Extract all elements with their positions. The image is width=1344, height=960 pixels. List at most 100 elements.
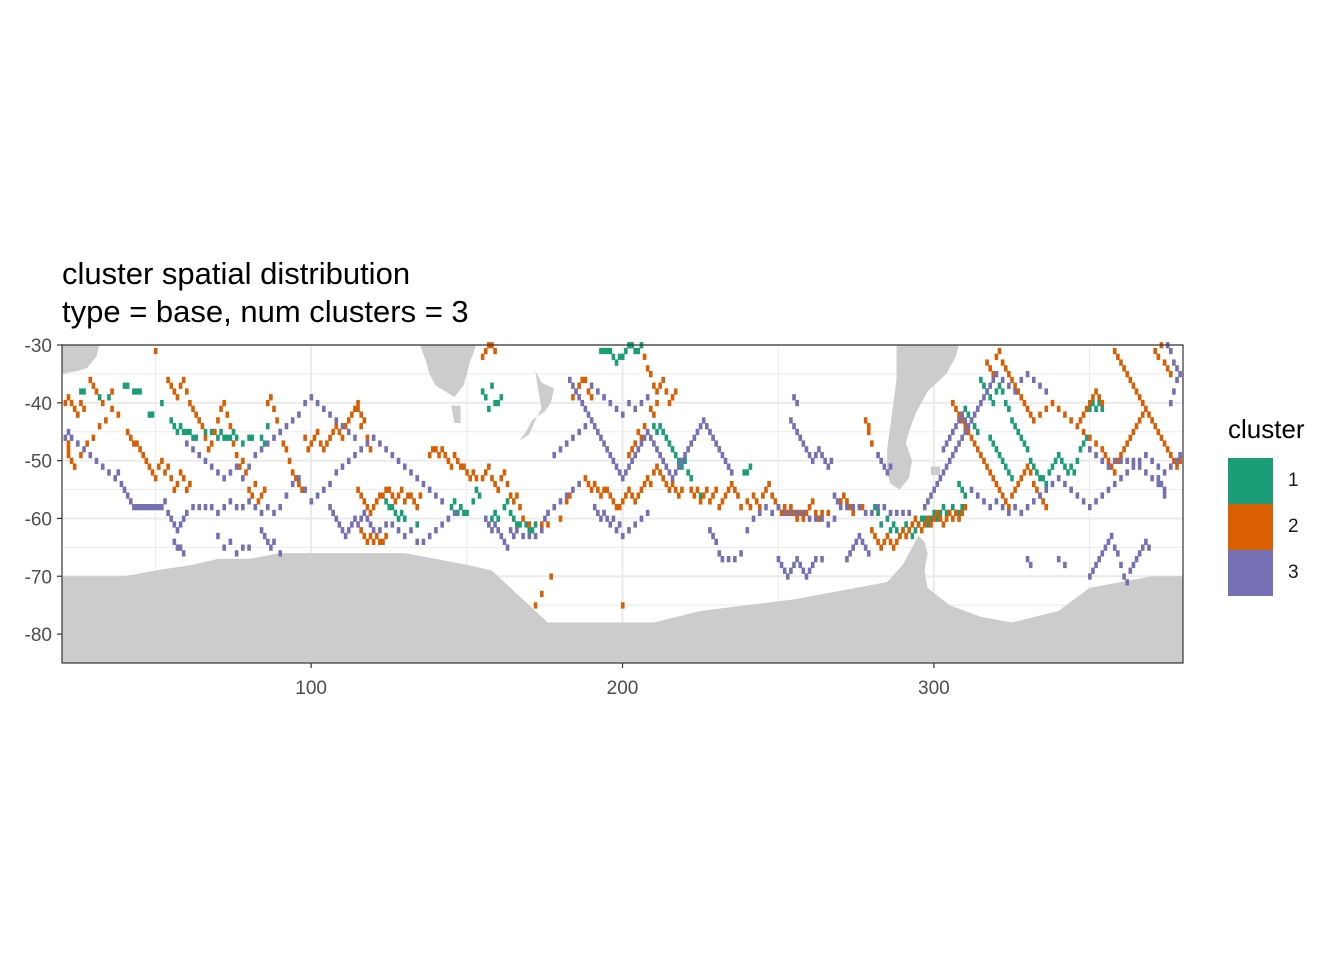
cluster-2-cell	[465, 469, 469, 476]
cluster-1-cell	[490, 515, 494, 522]
cluster-3-cell	[100, 463, 105, 470]
cluster-2-cell	[608, 492, 613, 499]
cluster-1-cell	[530, 527, 535, 534]
cluster-1-cell	[462, 509, 466, 517]
cluster-2-cell	[589, 486, 594, 493]
cluster-2-cell	[110, 405, 114, 412]
cluster-2-cell	[988, 469, 992, 476]
cluster-2-cell	[91, 434, 96, 441]
cluster-1-cell	[402, 515, 407, 522]
axes: 100 200 300 -30 -40 -50 -60 -70 -80	[25, 336, 950, 699]
cluster-1-cell	[1097, 399, 1101, 407]
cluster-1-cell	[935, 515, 940, 522]
cluster-3-cell	[823, 457, 827, 465]
cluster-2-cell	[66, 446, 71, 453]
cluster-3-cell	[807, 451, 812, 459]
cluster-1-cell	[988, 434, 992, 441]
cluster-1-cell	[894, 527, 899, 534]
cluster-2-cell	[851, 509, 855, 517]
cluster-2-cell	[378, 492, 382, 499]
cluster-3-cell	[757, 509, 762, 517]
cluster-1-cell	[524, 521, 529, 528]
cluster-2-cell	[1035, 486, 1039, 493]
cluster-2-cell	[891, 544, 896, 551]
cluster-1-cell	[1088, 405, 1092, 412]
cluster-3-cell	[795, 556, 799, 563]
cluster-2-cell	[957, 411, 961, 418]
cluster-2-cell	[374, 532, 379, 540]
cluster-3-cell	[499, 532, 504, 540]
cluster-2-cell	[1168, 371, 1173, 378]
cluster-3-cell	[1028, 561, 1033, 569]
cluster-3-cell	[857, 504, 862, 511]
cluster-1-cell	[602, 347, 606, 355]
y-tick-label: -60	[25, 509, 52, 530]
cluster-3-cell	[191, 446, 195, 453]
cluster-3-cell	[511, 532, 516, 540]
cluster-2-cell	[297, 480, 301, 488]
cluster-3-cell	[396, 457, 401, 465]
cluster-3-cell	[356, 521, 360, 528]
cluster-3-cell	[172, 521, 177, 528]
cluster-3-cell	[278, 504, 283, 511]
cluster-2-cell	[639, 434, 644, 441]
cluster-2-cell	[200, 423, 205, 430]
cluster-3-cell	[178, 521, 183, 528]
cluster-3-cell	[951, 428, 955, 436]
cluster-2-cell	[1153, 347, 1158, 355]
cluster-2-cell	[757, 504, 762, 511]
cluster-3-cell	[951, 451, 955, 459]
cluster-2-cell	[331, 428, 335, 436]
cluster-1-cell	[184, 428, 189, 436]
cluster-1-cell	[533, 521, 538, 528]
cluster-1-cell	[617, 353, 622, 360]
cluster-1-cell	[502, 504, 507, 511]
cluster-2-cell	[374, 498, 379, 505]
cluster-3-cell	[577, 428, 581, 436]
cluster-3-cell	[589, 382, 594, 389]
cluster-3-cell	[586, 411, 591, 418]
cluster-1-cell	[1072, 469, 1077, 476]
cluster-3-cell	[608, 521, 613, 528]
cluster-3-cell	[1168, 347, 1173, 355]
cluster-3-cell	[652, 440, 656, 447]
cluster-3-cell	[848, 550, 852, 557]
cluster-2-cell	[365, 538, 370, 545]
cluster-2-cell	[97, 423, 102, 430]
cluster-3-cell	[994, 498, 999, 505]
cluster-1-cell	[125, 382, 130, 389]
cluster-2-cell	[614, 504, 619, 511]
cluster-3-cell	[636, 446, 641, 453]
cluster-1-cell	[975, 428, 980, 436]
cluster-3-cell	[639, 399, 644, 407]
cluster-3-cell	[832, 492, 837, 499]
cluster-2-cell	[493, 480, 497, 488]
cluster-2-cell	[673, 486, 678, 493]
cluster-2-cell	[219, 405, 223, 412]
cluster-1-cell	[487, 405, 491, 412]
cluster-2-cell	[88, 376, 93, 384]
cluster-2-cell	[1044, 405, 1049, 412]
cluster-2-cell	[1003, 365, 1008, 372]
cluster-3-cell	[340, 423, 345, 430]
cluster-3-cell	[160, 504, 164, 511]
cluster-2-cell	[515, 492, 519, 499]
cluster-3-cell	[543, 515, 547, 522]
cluster-2-cell	[866, 428, 871, 436]
cluster-3-cell	[1175, 376, 1179, 384]
cluster-2-cell	[1000, 492, 1005, 499]
cluster-3-cell	[580, 399, 585, 407]
cluster-2-cell	[664, 388, 669, 395]
cluster-1-cell	[652, 423, 656, 430]
cluster-2-cell	[244, 469, 248, 476]
cluster-3-cell	[197, 504, 202, 511]
cluster-2-cell	[76, 411, 80, 418]
cluster-2-cell	[1137, 417, 1142, 424]
cluster-2-cell	[633, 498, 638, 505]
cluster-2-cell	[393, 498, 398, 505]
cluster-2-cell	[1116, 457, 1120, 465]
cluster-2-cell	[838, 498, 843, 505]
cluster-2-cell	[371, 538, 376, 545]
cluster-2-cell	[216, 417, 220, 424]
cluster-3-cell	[888, 463, 893, 470]
